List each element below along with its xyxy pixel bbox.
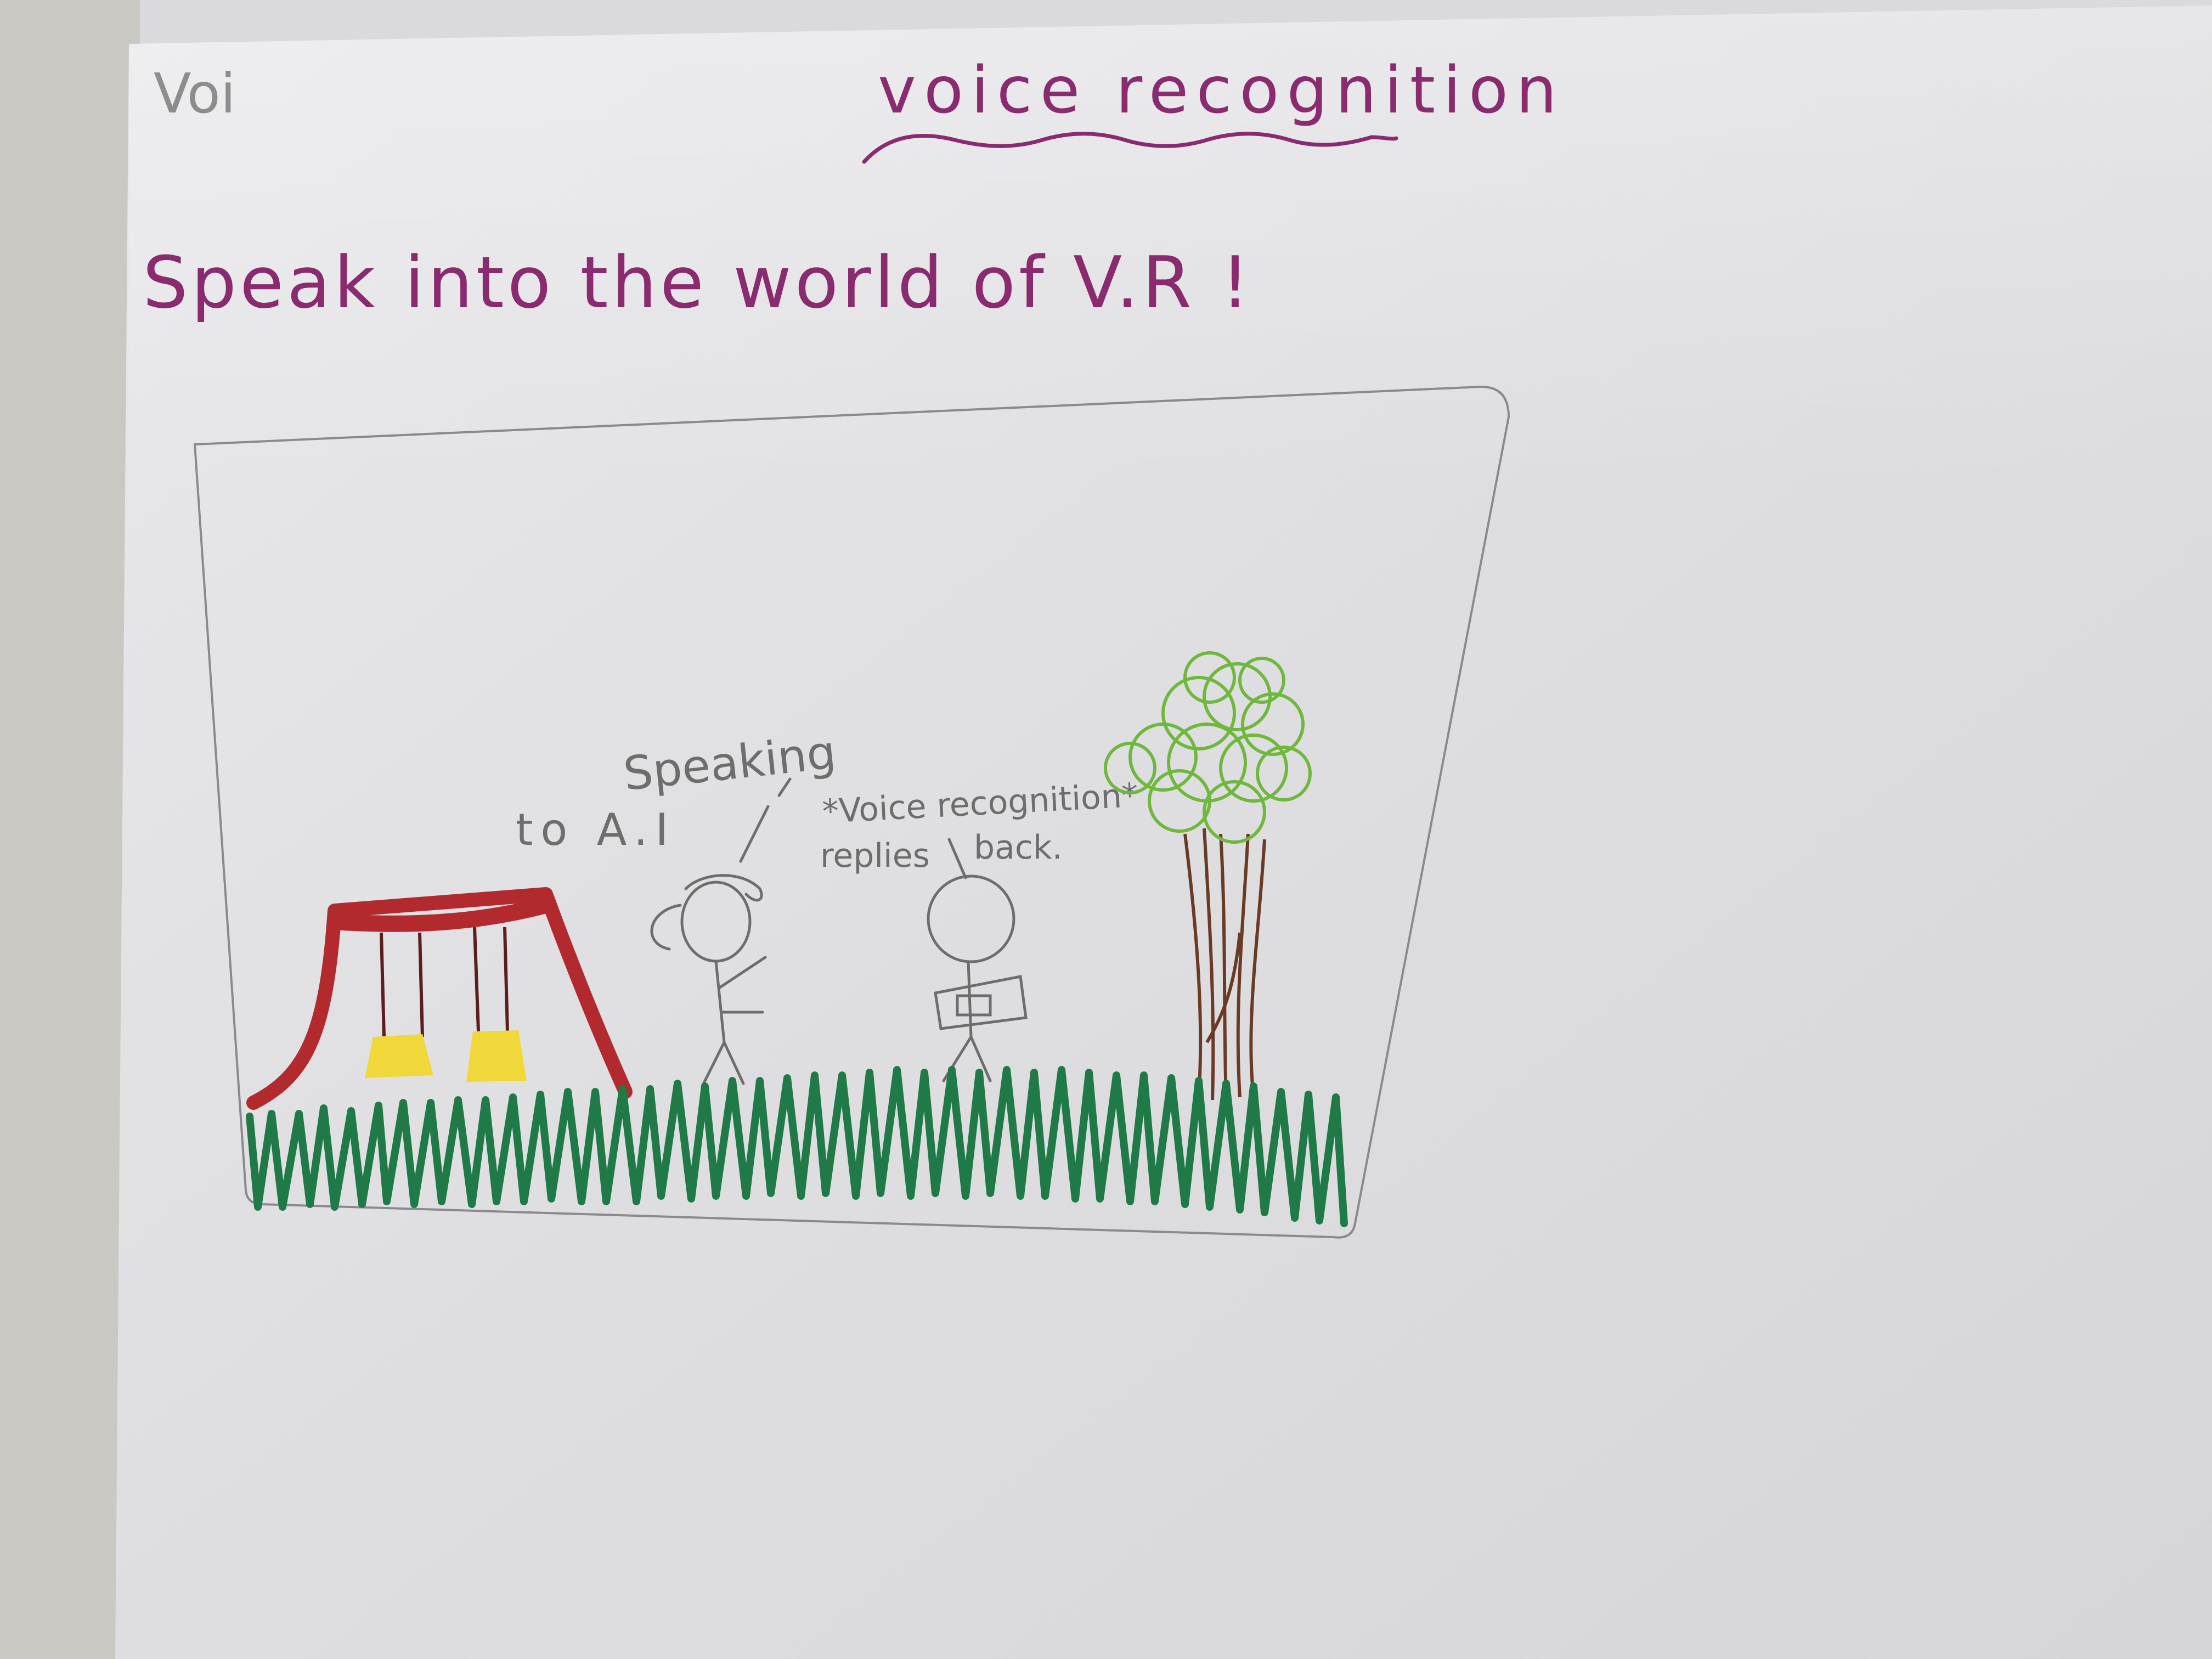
person-figure [650,777,792,1088]
to-ai-label: to A.I [516,804,676,855]
paper-highlight [129,5,2212,494]
page-heading: Speak into the world of V.R ! [143,241,1252,324]
swing-seat-left [365,1034,433,1078]
storyboard-frame [193,385,1510,1239]
tree [1104,651,1312,1101]
paper-sheet-back [140,0,2212,44]
replies-label: replies [820,837,930,875]
corner-fragment-text: Voi [154,61,236,126]
swing-seat-right [466,1030,527,1082]
back-label: back. [974,828,1063,867]
title-wavy-underline [862,132,1398,164]
swing-set [246,887,633,1110]
grass [246,1066,1348,1227]
page-title: voice recognition [878,52,1565,128]
